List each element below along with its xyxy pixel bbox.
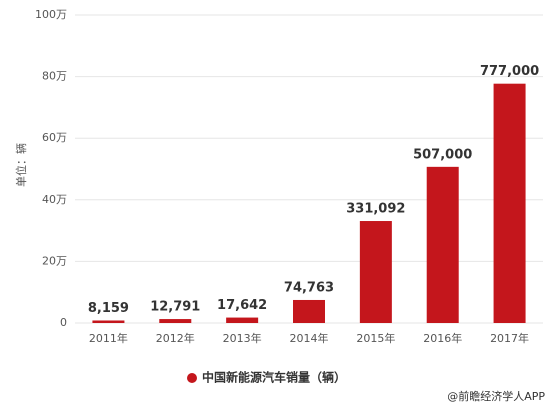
- bar: [159, 319, 192, 323]
- value-label: 331,092: [346, 202, 405, 217]
- x-tick-label: 2016年: [423, 331, 462, 345]
- value-label: 507,000: [413, 147, 472, 162]
- legend-label: 中国新能源汽车销量（辆）: [202, 370, 346, 385]
- y-tick-label: 40万: [42, 193, 67, 206]
- value-label: 8,159: [88, 301, 129, 316]
- value-label: 777,000: [480, 64, 539, 79]
- bar: [426, 166, 459, 323]
- x-tick-label: 2014年: [290, 331, 329, 345]
- x-tick-label: 2013年: [223, 331, 262, 345]
- y-axis-label: 单位：辆: [14, 143, 28, 187]
- y-tick-label: 60万: [42, 131, 67, 144]
- bar: [493, 83, 526, 324]
- bar: [92, 320, 125, 323]
- bar: [293, 299, 325, 323]
- value-label: 12,791: [150, 300, 200, 315]
- bar: [359, 221, 392, 323]
- bar: [226, 317, 259, 323]
- source: @前瞻经济学人APP: [447, 389, 545, 403]
- x-tick-label: 2012年: [156, 331, 195, 345]
- x-tick-label: 2017年: [490, 331, 529, 345]
- legend-marker: [187, 373, 197, 383]
- x-tick-label: 2011年: [89, 331, 128, 345]
- y-tick-label: 0: [60, 316, 67, 329]
- y-tick-label: 100万: [35, 8, 67, 21]
- x-tick-label: 2015年: [356, 331, 395, 345]
- value-label: 74,763: [284, 280, 334, 295]
- value-label: 17,642: [217, 298, 267, 313]
- y-tick-label: 80万: [42, 70, 67, 83]
- y-tick-label: 20万: [42, 254, 67, 267]
